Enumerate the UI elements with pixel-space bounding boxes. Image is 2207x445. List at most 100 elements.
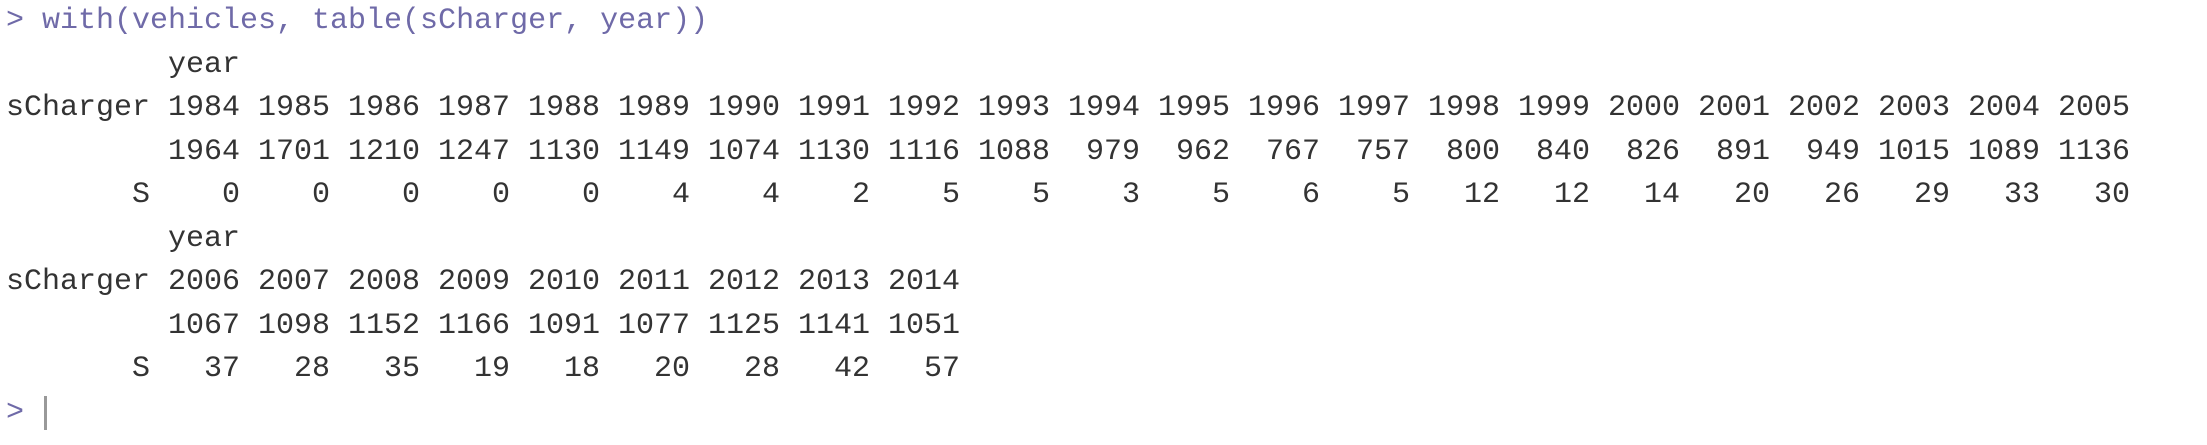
count-cell: 0: [401, 178, 420, 212]
year-header: 2011: [618, 265, 691, 299]
count-cell: 1149: [618, 134, 691, 169]
row-label: S: [131, 352, 150, 386]
year-header: 1988: [528, 91, 601, 125]
count-cell: 5: [1391, 178, 1410, 212]
text-cursor[interactable]: [44, 395, 47, 430]
count-cell: 757: [1355, 134, 1410, 169]
year-header: 1984: [168, 91, 241, 125]
year-header: 1996: [1248, 91, 1321, 125]
count-cell: 1166: [438, 308, 511, 343]
count-cell: 1088: [978, 134, 1051, 169]
year-header: 2003: [1878, 91, 1951, 125]
year-header: 1986: [348, 91, 421, 125]
count-cell: 0: [581, 178, 600, 212]
count-cell: 1015: [1878, 134, 1951, 169]
year-header: 2007: [258, 265, 331, 299]
year-header: 2010: [528, 265, 601, 299]
count-cell: 0: [221, 178, 240, 212]
count-cell: 1152: [348, 308, 421, 343]
count-cell: 35: [383, 352, 420, 386]
count-cell: 800: [1445, 134, 1500, 169]
count-cell: 42: [833, 352, 870, 386]
row-variable: sCharger: [6, 265, 151, 299]
year-header: 1993: [978, 91, 1051, 125]
count-cell: 28: [743, 352, 780, 386]
count-cell: 5: [941, 178, 960, 212]
year-header: 2000: [1608, 91, 1681, 125]
count-cell: 949: [1805, 134, 1860, 169]
count-cell: 14: [1643, 178, 1680, 212]
count-cell: 1098: [258, 308, 331, 343]
year-header: 2012: [708, 265, 781, 299]
count-cell: 20: [653, 352, 690, 386]
count-cell: 18: [563, 352, 600, 386]
count-cell: 1130: [528, 134, 601, 169]
count-cell: 33: [2003, 178, 2040, 212]
year-header: 2005: [2058, 91, 2131, 125]
count-cell: 5: [1031, 178, 1050, 212]
count-cell: 767: [1265, 134, 1320, 169]
count-cell: 1247: [438, 134, 511, 169]
count-cell: 28: [293, 352, 330, 386]
count-cell: 2: [851, 178, 870, 212]
year-header: 1997: [1338, 91, 1411, 125]
count-cell: 29: [1913, 178, 1950, 212]
year-header: 2002: [1788, 91, 1861, 125]
year-header: 2009: [438, 265, 511, 299]
count-cell: 4: [671, 178, 690, 212]
year-header: 2014: [888, 265, 961, 299]
count-cell: 1089: [1968, 134, 2041, 169]
count-cell: 0: [311, 178, 330, 212]
count-cell: 1141: [798, 308, 871, 343]
year-header: 2004: [1968, 91, 2041, 125]
count-cell: 12: [1463, 178, 1500, 212]
count-cell: 962: [1175, 134, 1230, 169]
count-cell: 5: [1211, 178, 1230, 212]
year-header: 2006: [168, 265, 241, 299]
year-header: 2008: [348, 265, 421, 299]
row-variable: sCharger: [6, 91, 151, 125]
count-cell: 4: [761, 178, 780, 212]
count-cell: 3: [1121, 178, 1140, 212]
year-header: 1998: [1428, 91, 1501, 125]
count-cell: 1116: [888, 134, 961, 169]
count-cell: 1701: [258, 134, 331, 169]
year-header: 1987: [438, 91, 511, 125]
column-variable: year: [168, 47, 241, 82]
count-cell: 826: [1625, 134, 1680, 169]
count-cell: 1067: [168, 308, 241, 343]
count-cell: 840: [1535, 134, 1590, 169]
year-header: 1985: [258, 91, 331, 125]
count-cell: 57: [923, 352, 960, 386]
command: with(vehicles, table(sCharger, year)): [42, 4, 709, 38]
count-cell: 6: [1301, 178, 1320, 212]
count-cell: 1125: [708, 308, 781, 343]
count-cell: 30: [2093, 178, 2130, 212]
count-cell: 12: [1553, 178, 1590, 212]
year-header: 1995: [1158, 91, 1231, 125]
year-header: 1990: [708, 91, 781, 125]
count-cell: 37: [203, 352, 240, 386]
count-cell: 19: [473, 352, 510, 386]
year-header: 1994: [1068, 91, 1141, 125]
row-label: S: [131, 178, 150, 212]
year-header: 2001: [1698, 91, 1771, 125]
count-cell: 1051: [888, 308, 961, 343]
year-header: 1989: [618, 91, 691, 125]
year-header: 1992: [888, 91, 961, 125]
count-cell: 891: [1715, 134, 1770, 169]
count-cell: 1074: [708, 134, 781, 169]
count-cell: 0: [491, 178, 510, 212]
count-cell: 979: [1085, 134, 1140, 169]
prompt: >: [6, 4, 25, 38]
count-cell: 26: [1823, 178, 1860, 212]
year-header: 1999: [1518, 91, 1591, 125]
count-cell: 1136: [2058, 134, 2131, 169]
column-variable: year: [168, 221, 241, 256]
count-cell: 20: [1733, 178, 1770, 212]
count-cell: 1130: [798, 134, 871, 169]
count-cell: 1091: [528, 308, 601, 343]
year-header: 2013: [798, 265, 871, 299]
count-cell: 1210: [348, 134, 421, 169]
